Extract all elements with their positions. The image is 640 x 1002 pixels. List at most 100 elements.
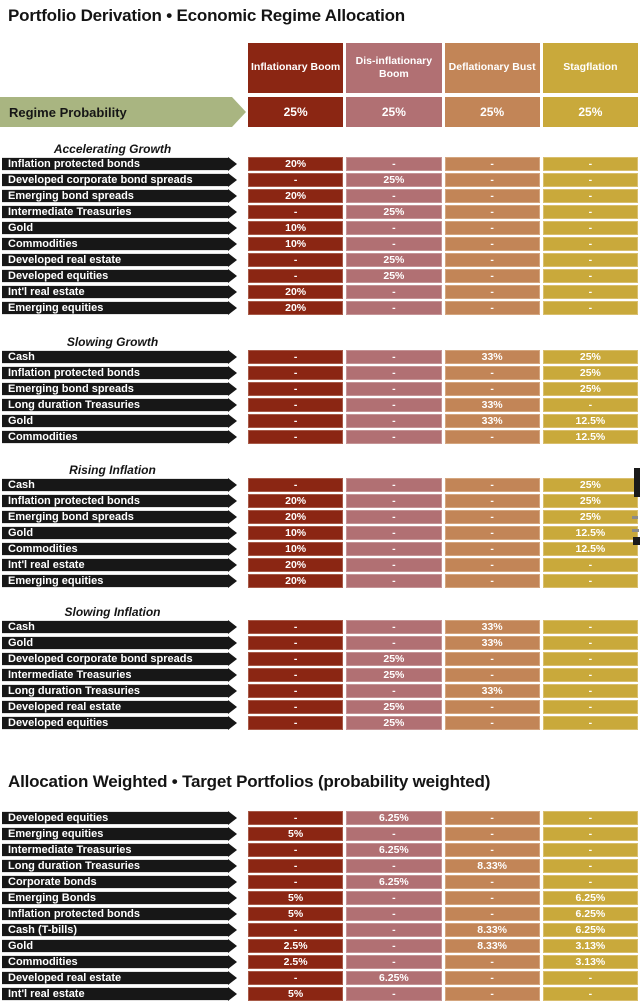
row-cells: 20% - -25% bbox=[248, 494, 638, 508]
allocation-cell: 10% bbox=[248, 221, 344, 235]
row-label-arrow: Developed equities bbox=[2, 716, 237, 730]
row-label-arrow: Gold bbox=[2, 636, 237, 650]
allocation-cell: - bbox=[346, 189, 442, 203]
allocation-cell: 10% bbox=[248, 237, 344, 251]
row-label-arrow: Inflation protected bonds bbox=[2, 157, 237, 171]
allocation-cell: - bbox=[248, 205, 344, 219]
table-row: Gold - -33% - bbox=[0, 635, 640, 651]
row-cells: - - -25% bbox=[248, 366, 638, 380]
row-label: Developed corporate bond spreads bbox=[8, 174, 193, 186]
allocation-cell: 25% bbox=[542, 478, 638, 492]
table-row: Developed real estate -25% - - bbox=[0, 252, 640, 268]
row-label: Gold bbox=[8, 415, 34, 427]
row-label: Inflation protected bonds bbox=[8, 495, 140, 507]
table-row: Cash - - -25% bbox=[0, 477, 640, 493]
allocation-cell: - bbox=[248, 668, 344, 682]
allocation-cell: - bbox=[346, 891, 442, 905]
row-cells: 20% - - - bbox=[248, 574, 638, 588]
allocation-cell: 33% bbox=[444, 398, 540, 412]
allocation-cell: - bbox=[248, 652, 344, 666]
row-cells: -6.25% - - bbox=[248, 971, 638, 985]
allocation-cell: 25% bbox=[542, 350, 638, 364]
allocation-cell: - bbox=[542, 987, 638, 1001]
clipped-edge-artifact bbox=[633, 537, 640, 545]
allocation-cell: 6.25% bbox=[346, 811, 442, 825]
row-label: Emerging equities bbox=[8, 828, 104, 840]
column-headers: Inflationary Boom Dis-inflationary Boom De… bbox=[248, 43, 638, 93]
row-label-arrow: Int'l real estate bbox=[2, 285, 237, 299]
row-label-arrow: Developed corporate bond spreads bbox=[2, 652, 237, 666]
row-label: Gold bbox=[8, 940, 34, 952]
allocation-cell: 8.33% bbox=[444, 939, 540, 953]
allocation-cell: - bbox=[248, 414, 344, 428]
allocation-cell: 2.5% bbox=[248, 955, 344, 969]
row-cells: - -8.33% 6.25% bbox=[248, 923, 638, 937]
allocation-cell: - bbox=[248, 382, 344, 396]
row-label: Long duration Treasuries bbox=[8, 685, 141, 697]
allocation-cell: 5% bbox=[248, 907, 344, 921]
allocation-cell: - bbox=[542, 971, 638, 985]
row-label-arrow: Emerging Bonds bbox=[2, 891, 237, 905]
allocation-cell: - bbox=[542, 237, 638, 251]
allocation-cell: - bbox=[444, 811, 540, 825]
row-label: Long duration Treasuries bbox=[8, 399, 141, 411]
allocation-cell: 33% bbox=[444, 620, 540, 634]
allocation-cell: - bbox=[444, 668, 540, 682]
allocation-cell: 25% bbox=[542, 494, 638, 508]
allocation-cell: - bbox=[444, 700, 540, 714]
allocation-cell: 25% bbox=[346, 716, 442, 730]
weighted-title: Allocation Weighted • Target Portfolios … bbox=[8, 772, 491, 791]
row-label: Developed real estate bbox=[8, 972, 122, 984]
allocation-cell: - bbox=[542, 859, 638, 873]
row-cells: 20% - - - bbox=[248, 301, 638, 315]
allocation-cell: 8.33% bbox=[444, 923, 540, 937]
allocation-cell: - bbox=[444, 382, 540, 396]
regime-probability-label: Regime Probability bbox=[9, 104, 127, 120]
row-cells: 20% - - - bbox=[248, 189, 638, 203]
row-label-arrow: Developed real estate bbox=[2, 971, 237, 985]
row-cells: - -33% 25% bbox=[248, 350, 638, 364]
row-cells: -6.25% - - bbox=[248, 811, 638, 825]
allocation-cell: 10% bbox=[248, 542, 344, 556]
allocation-cell: - bbox=[346, 285, 442, 299]
row-label: Commodities bbox=[8, 431, 78, 443]
table-row: Gold 10% - -12.5% bbox=[0, 525, 640, 541]
allocation-cell: 5% bbox=[248, 891, 344, 905]
allocation-cell: - bbox=[444, 875, 540, 889]
section-rows: Cash - -33% 25% Inflation protected bonds - - -… bbox=[0, 349, 640, 445]
row-label: Int'l real estate bbox=[8, 286, 85, 298]
table-row: Inflation protected bonds 5% - -6.25% bbox=[0, 906, 640, 922]
row-label: Long duration Treasuries bbox=[8, 860, 141, 872]
allocation-cell: - bbox=[444, 987, 540, 1001]
row-cells: -6.25% - - bbox=[248, 875, 638, 889]
table-row: Commodities 10% - - - bbox=[0, 236, 640, 252]
row-cells: -25% - - bbox=[248, 173, 638, 187]
row-label: Intermediate Treasuries bbox=[8, 844, 132, 856]
row-label: Developed real estate bbox=[8, 701, 122, 713]
row-label-arrow: Intermediate Treasuries bbox=[2, 668, 237, 682]
table-row: Emerging bond spreads - - -25% bbox=[0, 381, 640, 397]
table-row: Corporate bonds -6.25% - - bbox=[0, 874, 640, 890]
row-label: Emerging bond spreads bbox=[8, 383, 134, 395]
section-label: Accelerating Growth bbox=[53, 142, 172, 156]
table-row: Cash - -33% 25% bbox=[0, 349, 640, 365]
allocation-cell: 8.33% bbox=[444, 859, 540, 873]
allocation-cell: - bbox=[346, 478, 442, 492]
table-row: Developed corporate bond spreads -25% - - bbox=[0, 172, 640, 188]
allocation-cell: - bbox=[542, 285, 638, 299]
allocation-cell: 25% bbox=[346, 668, 442, 682]
section-label: Rising Inflation bbox=[69, 463, 156, 477]
row-label: Commodities bbox=[8, 238, 78, 250]
allocation-cell: - bbox=[346, 301, 442, 315]
allocation-cell: 25% bbox=[542, 382, 638, 396]
allocation-cell: 20% bbox=[248, 157, 344, 171]
allocation-cell: - bbox=[444, 285, 540, 299]
allocation-cell: - bbox=[346, 827, 442, 841]
row-label-arrow: Long duration Treasuries bbox=[2, 684, 237, 698]
allocation-cell: - bbox=[542, 620, 638, 634]
row-label-arrow: Emerging bond spreads bbox=[2, 189, 237, 203]
page-title: Portfolio Derivation • Economic Regime A… bbox=[8, 6, 405, 25]
row-cells: - - -12.5% bbox=[248, 430, 638, 444]
allocation-cell: 20% bbox=[248, 301, 344, 315]
row-label-arrow: Gold bbox=[2, 939, 237, 953]
